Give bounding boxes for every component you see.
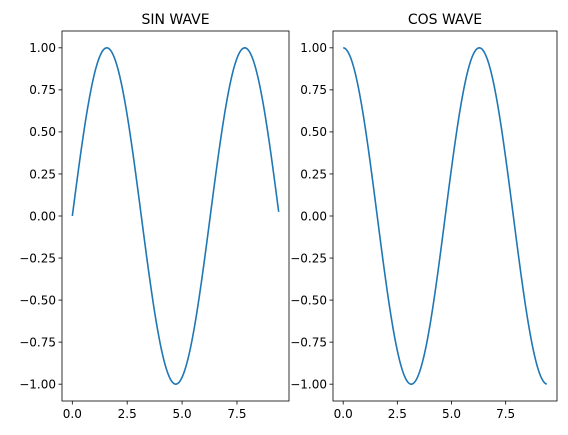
chart-title: SIN WAVE	[141, 12, 209, 28]
y-tick-label: 0.50	[29, 125, 56, 139]
y-ticks: 1.00 0.75 0.50 0.25 0.00 −0.25 −0.50 −0.75 −1.00	[19, 41, 62, 391]
y-tick-label: 1.00	[29, 41, 56, 55]
y-tick-label: 0.00	[29, 209, 56, 223]
y-tick-label: 0.25	[29, 167, 56, 181]
plot-area	[332, 30, 558, 402]
y-tick-label: −0.50	[19, 293, 56, 307]
y-tick-label: 0.50	[300, 125, 327, 139]
x-tick-label: 2.5	[118, 407, 137, 421]
y-tick-label: −0.75	[290, 335, 327, 349]
series-line	[343, 47, 548, 385]
y-tick-label: −0.25	[290, 251, 327, 265]
y-tick-label: −0.50	[290, 293, 327, 307]
x-tick-label: 0.0	[334, 407, 353, 421]
plot-area	[61, 30, 290, 402]
x-tick-label: 5.0	[173, 407, 192, 421]
x-ticks: 0.0 2.5 5.0 7.5	[334, 401, 515, 421]
chart-title: COS WAVE	[408, 12, 482, 28]
x-ticks: 0.0 2.5 5.0 7.5	[63, 401, 247, 421]
y-tick-label: −0.25	[19, 251, 56, 265]
y-tick-label: 0.75	[29, 83, 56, 97]
y-ticks: 1.00 0.75 0.50 0.25 0.00 −0.25 −0.50 −0.75 −1.00	[290, 41, 333, 391]
y-tick-label: 0.75	[300, 83, 327, 97]
series-line	[71, 47, 280, 385]
x-tick-label: 0.0	[63, 407, 82, 421]
y-tick-label: −0.75	[19, 335, 56, 349]
y-tick-label: 1.00	[300, 41, 327, 55]
x-tick-label: 2.5	[388, 407, 407, 421]
y-tick-label: −1.00	[290, 377, 327, 391]
chart-sin-wave: SIN WAVE 1.00 0.75 0.50 0.25 0.00 −0.25 −0.50 −…	[19, 12, 290, 421]
y-tick-label: 0.00	[300, 209, 327, 223]
x-tick-label: 7.5	[496, 407, 515, 421]
chart-cos-wave: COS WAVE 1.00 0.75 0.50 0.25 0.00 −0.25 −0.50 −…	[290, 12, 558, 421]
y-tick-label: 0.25	[300, 167, 327, 181]
x-tick-label: 7.5	[227, 407, 246, 421]
x-tick-label: 5.0	[442, 407, 461, 421]
y-tick-label: −1.00	[19, 377, 56, 391]
